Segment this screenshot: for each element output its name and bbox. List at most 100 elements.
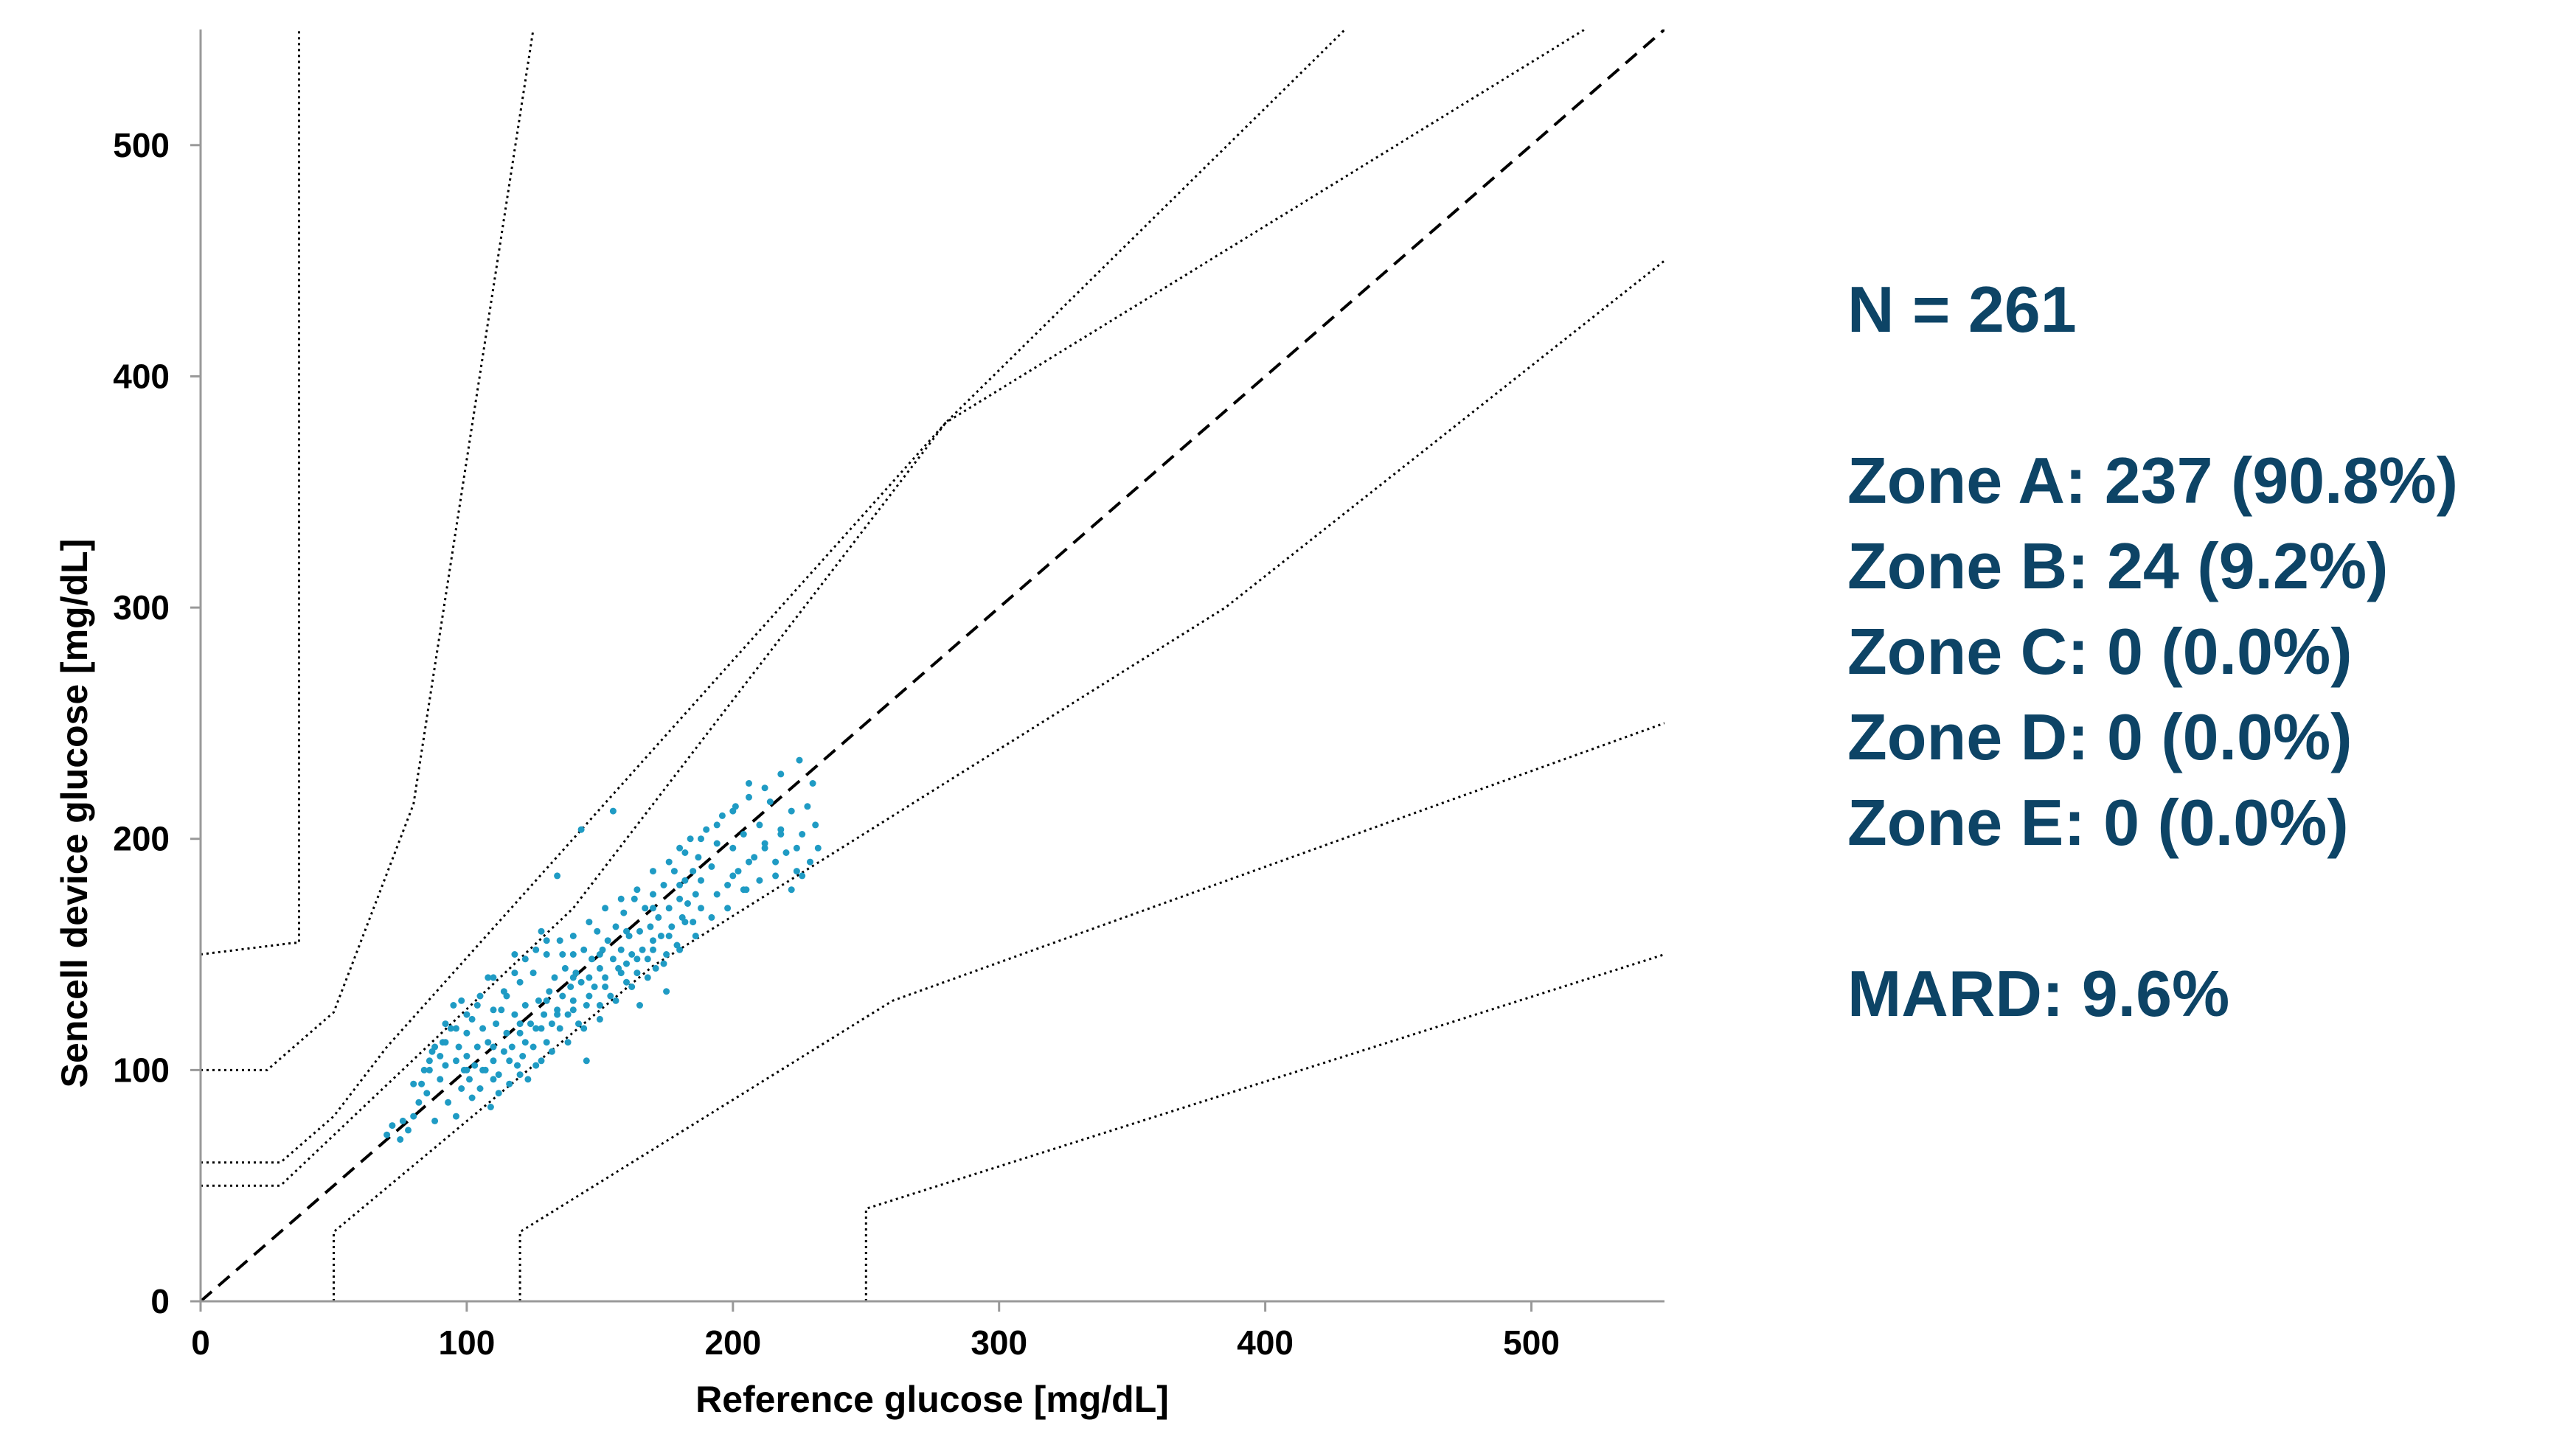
data-point (543, 951, 550, 958)
data-point (814, 844, 822, 852)
data-point (631, 895, 638, 902)
data-point (690, 868, 697, 875)
data-point (628, 984, 636, 990)
data-point (516, 1029, 524, 1037)
data-point (556, 1025, 563, 1032)
data-point (405, 1127, 412, 1134)
stats-spacer (1847, 866, 2555, 951)
zone-boundary-line-7 (864, 953, 1664, 1301)
zone-d-stat: Zone D: 0 (0.0%) (1847, 700, 2353, 773)
data-point (538, 927, 545, 935)
data-point (532, 1025, 540, 1032)
data-point (468, 1094, 476, 1101)
data-point (766, 798, 774, 805)
data-point (455, 1043, 462, 1051)
data-point (663, 951, 670, 958)
data-point (708, 913, 715, 921)
data-point (665, 858, 673, 866)
data-point (628, 951, 636, 958)
axes (199, 29, 1664, 1303)
zone-boundary-line-5 (333, 260, 1664, 1301)
x-tick-label: 500 (1503, 1323, 1560, 1362)
data-point (633, 886, 641, 894)
data-point (548, 1020, 555, 1028)
data-point (524, 1076, 532, 1083)
data-point (450, 1002, 457, 1009)
zone-c-stat: Zone C: 0 (0.0%) (1847, 615, 2353, 688)
y-axis-ticks: 0 100 200 300 400 500 (113, 126, 201, 1320)
data-point (681, 849, 689, 856)
data-point (698, 877, 704, 884)
data-point (761, 844, 768, 852)
zone-boundary-line-6 (518, 722, 1664, 1301)
data-point (541, 1011, 548, 1018)
data-point (530, 970, 537, 977)
data-point (676, 946, 684, 953)
data-point (644, 974, 651, 981)
data-point (713, 840, 721, 847)
data-point (420, 1066, 428, 1073)
data-point (516, 1020, 524, 1028)
data-point (554, 1006, 561, 1014)
data-point (594, 927, 601, 935)
data-point (756, 821, 763, 829)
data-point (511, 1011, 518, 1018)
data-point (559, 951, 566, 958)
y-tick-label: 300 (113, 588, 170, 627)
data-point (569, 974, 577, 981)
data-point (431, 1043, 439, 1051)
data-point (554, 1011, 561, 1018)
x-tick-label: 400 (1237, 1323, 1294, 1362)
data-point (698, 905, 704, 912)
data-point (652, 964, 659, 972)
data-point (463, 1053, 471, 1059)
data-point (692, 933, 699, 939)
x-tick-label: 200 (704, 1323, 761, 1362)
data-point (620, 909, 628, 916)
data-point (698, 835, 704, 843)
zone-boundary-line-4 (201, 29, 1346, 1187)
data-point (490, 1006, 497, 1014)
data-point (665, 933, 673, 939)
data-point (516, 1071, 524, 1079)
data-point (746, 793, 752, 801)
mard-stat: MARD: 9.6% (1847, 957, 2230, 1030)
data-point (575, 1020, 582, 1028)
y-tick-label: 0 (150, 1282, 170, 1320)
data-point (500, 988, 507, 995)
data-point (559, 992, 566, 1000)
data-point (567, 984, 574, 990)
data-point (453, 1025, 459, 1032)
data-point (521, 956, 529, 963)
data-point (445, 1099, 452, 1106)
data-point (612, 923, 619, 930)
data-point (442, 1039, 449, 1046)
data-point (490, 974, 497, 981)
data-point (479, 1066, 487, 1073)
y-tick-label: 200 (113, 820, 170, 858)
data-point (543, 937, 550, 944)
data-point (471, 1062, 479, 1069)
data-point (681, 919, 689, 926)
data-point (650, 891, 656, 898)
data-point (514, 1062, 521, 1069)
data-point (650, 937, 656, 944)
zone-boundary-line-3 (201, 29, 1586, 1164)
data-point (681, 877, 689, 884)
data-point (756, 877, 763, 884)
data-point (463, 1011, 471, 1018)
data-point (695, 854, 702, 861)
data-point (569, 933, 577, 939)
data-point (804, 803, 811, 810)
data-point (418, 1080, 426, 1087)
data-point (397, 1136, 404, 1143)
data-point (591, 984, 598, 990)
data-point (692, 891, 699, 898)
identity-line (201, 29, 1664, 1301)
data-point (586, 974, 593, 981)
data-point (623, 978, 630, 986)
zone-boundary-line-1 (201, 29, 300, 956)
data-point (561, 964, 569, 972)
x-axis-ticks: 0 100 200 300 400 500 (191, 1301, 1560, 1362)
